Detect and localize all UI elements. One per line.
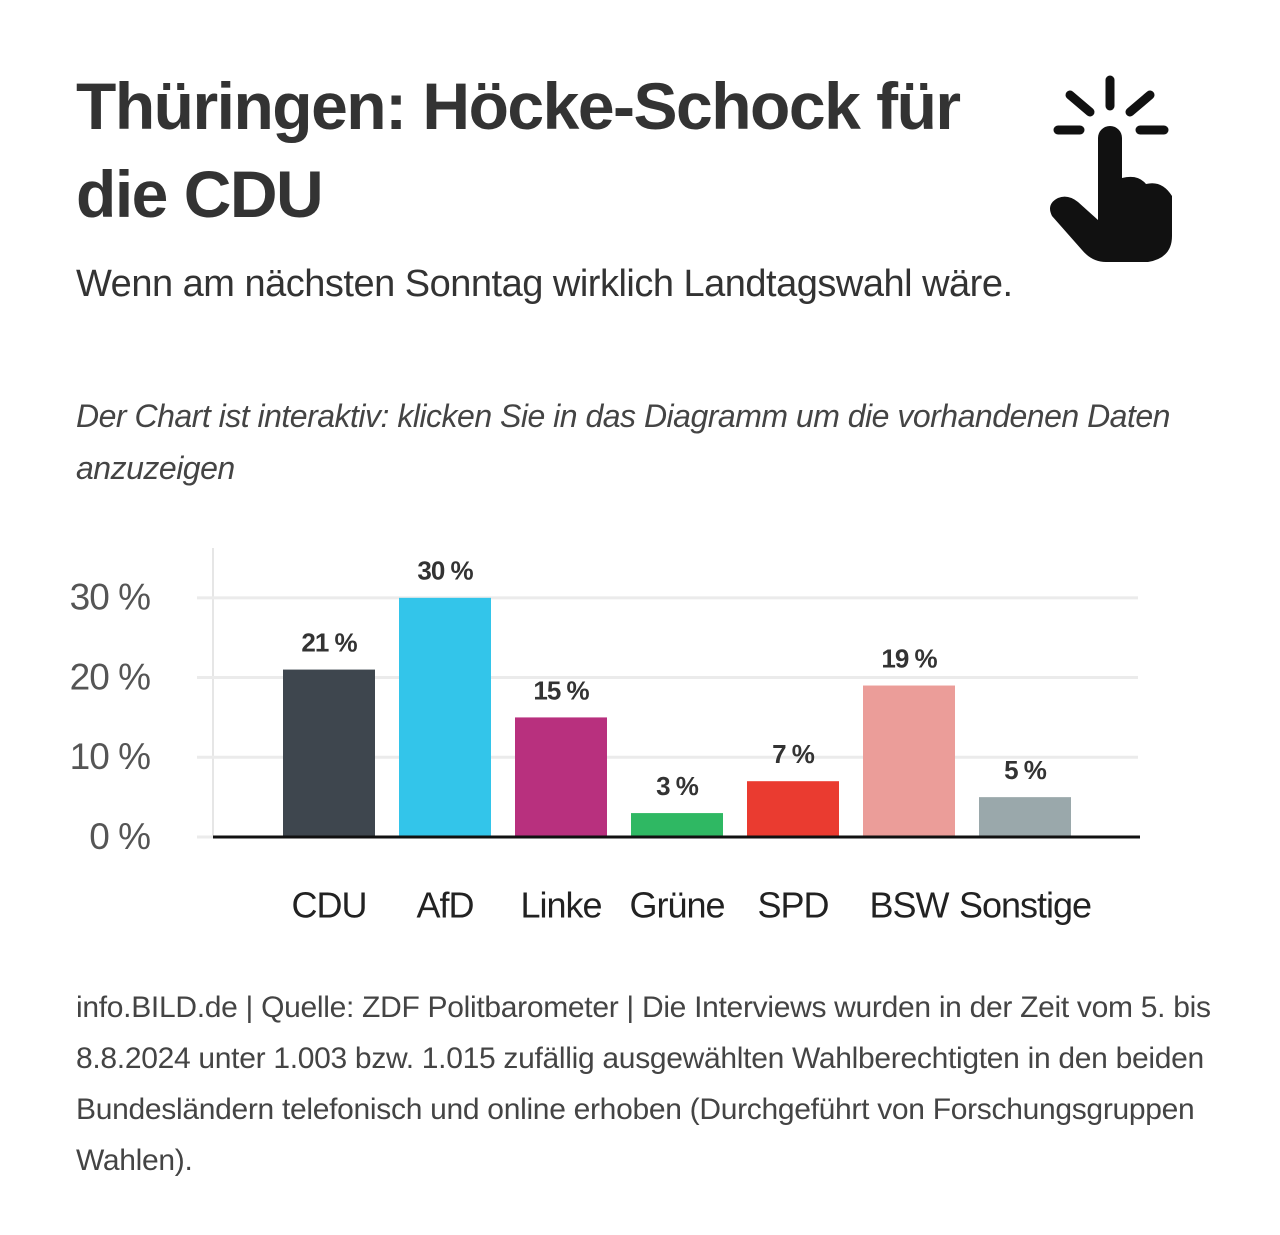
- y-tick-label: 30 %: [70, 577, 150, 618]
- bar[interactable]: [283, 669, 375, 837]
- x-tick-label: BSW: [869, 885, 949, 926]
- bar[interactable]: [631, 813, 723, 837]
- chart-subtitle: Wenn am nächsten Sonntag wirklich Landta…: [76, 263, 1013, 305]
- x-tick-label: CDU: [292, 885, 367, 926]
- y-tick-label: 0 %: [89, 816, 150, 857]
- x-tick-label: Grüne: [629, 885, 724, 926]
- bar[interactable]: [515, 717, 607, 837]
- bar[interactable]: [399, 597, 491, 837]
- hand-icon: [1050, 75, 1172, 262]
- x-tick-label: Linke: [520, 885, 601, 926]
- chart: 0 % 10 % 20 % 30 % 21 % CDU 30 % AfD 15 % Linke 3 …: [70, 75, 1172, 926]
- value-label: 15 %: [533, 675, 589, 705]
- bar[interactable]: [747, 781, 839, 837]
- y-tick-label: 10 %: [70, 736, 150, 777]
- bar[interactable]: [863, 685, 955, 837]
- value-label: 21 %: [301, 627, 357, 657]
- value-label: 5 %: [1004, 755, 1047, 785]
- value-label: 30 %: [417, 556, 473, 586]
- value-label: 3 %: [656, 771, 699, 801]
- y-tick-label: 20 %: [70, 656, 150, 697]
- value-label: 7 %: [772, 739, 815, 769]
- x-tick-label: SPD: [757, 885, 828, 926]
- chart-note: Der Chart ist interaktiv: klicken Sie in…: [76, 398, 1170, 486]
- x-tick-label: AfD: [416, 885, 473, 926]
- bar[interactable]: [979, 797, 1071, 837]
- chart-title: Thüringen: Höcke-Schock für die CDU: [76, 69, 961, 231]
- x-tick-label: Sonstige: [959, 885, 1091, 926]
- value-label: 19 %: [881, 643, 937, 673]
- chart-source: info.BILD.de | Quelle: ZDF Politbaromete…: [76, 991, 1211, 1177]
